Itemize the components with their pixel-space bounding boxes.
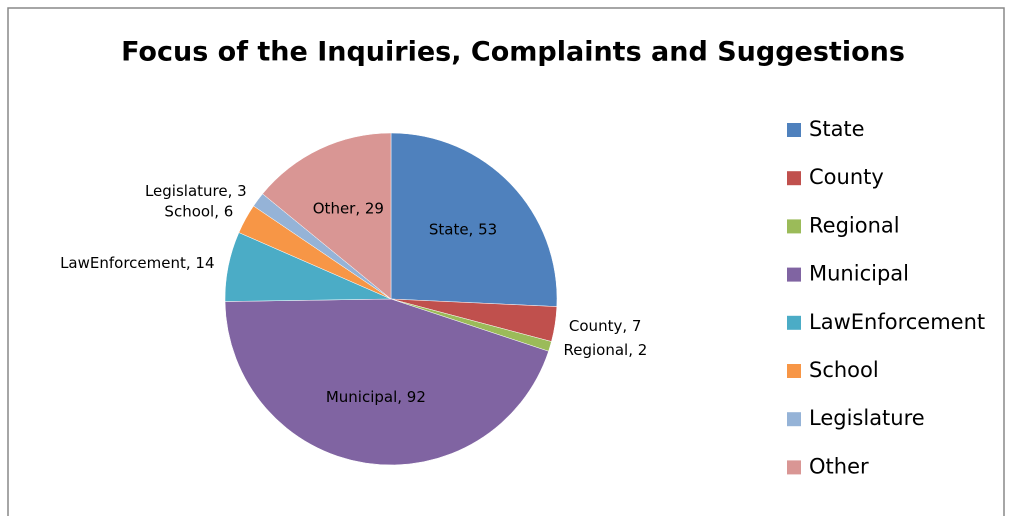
data-label: County, 7 [569, 317, 642, 335]
data-label: Municipal, 92 [326, 388, 426, 406]
legend-label: State [809, 117, 865, 141]
data-label: State, 53 [429, 221, 497, 239]
legend-swatch [787, 315, 801, 330]
legend-label: Other [809, 454, 869, 478]
legend-label: Municipal [809, 262, 909, 286]
chart-title: Focus of the Inquiries, Complaints and S… [121, 37, 905, 68]
legend-label: Regional [809, 213, 900, 237]
pie-slice [224, 298, 549, 466]
legend-swatch [787, 267, 801, 282]
data-label: Legislature, 3 [145, 182, 247, 200]
data-label: Other, 29 [313, 199, 384, 217]
legend-swatch [787, 123, 801, 137]
legend-label: Legislature [809, 406, 925, 430]
pie-slice [262, 132, 392, 300]
legend-label: County [809, 165, 884, 189]
legend-label: School [809, 358, 879, 382]
pie-slice [390, 132, 558, 307]
data-label: Regional, 2 [563, 341, 647, 359]
legend-label: LawEnforcement [809, 310, 985, 334]
data-label: School, 6 [164, 203, 233, 221]
data-label: LawEnforcement, 14 [60, 254, 214, 272]
legend-swatch [787, 412, 801, 427]
legend-swatch [787, 364, 801, 378]
legend-swatch [787, 171, 801, 186]
legend-swatch [787, 460, 801, 475]
legend-swatch [787, 219, 801, 234]
